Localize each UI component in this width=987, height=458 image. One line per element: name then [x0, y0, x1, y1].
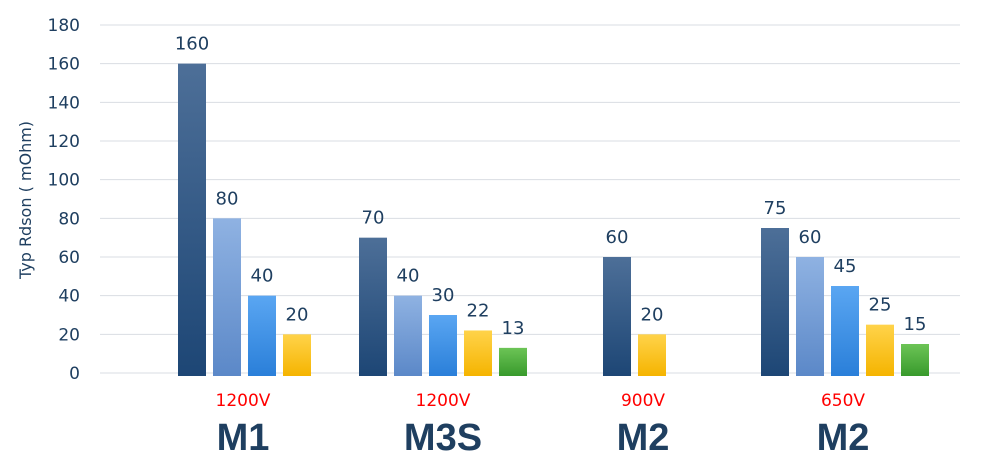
group-name-label: M2 [817, 417, 870, 458]
data-labels: 160 80 40 20 70 40 30 22 13 60 20 75 60 45 25 15 [175, 34, 927, 339]
data-label: 160 [175, 34, 209, 55]
y-tick-label: 60 [58, 248, 80, 268]
category-labels: 1200V M1 1200V M3S 900V M2 650V M2 [216, 391, 870, 458]
bar-m1-1200v-80 [213, 218, 241, 376]
data-label: 25 [869, 295, 892, 316]
y-tick-label: 180 [48, 16, 80, 36]
data-label: 40 [251, 266, 274, 287]
data-label: 70 [362, 208, 385, 229]
bar-m2-650v-75 [761, 228, 789, 376]
y-tick-label: 140 [48, 93, 80, 113]
bars [178, 63, 929, 377]
bar-m1-1200v-20 [283, 334, 311, 376]
gridlines [100, 24, 960, 374]
data-label: 30 [432, 285, 455, 306]
voltage-label: 650V [821, 391, 865, 411]
group-name-label: M2 [617, 417, 670, 458]
data-label: 60 [606, 227, 629, 248]
bar-m2-650v-60 [796, 257, 824, 376]
y-tick-label: 80 [58, 209, 80, 229]
bar-m1-1200v-40 [248, 295, 276, 376]
y-axis-ticks: 0 20 40 60 80 100 120 140 160 180 [48, 16, 80, 384]
data-label: 75 [764, 198, 787, 219]
data-label: 45 [834, 256, 857, 277]
y-tick-label: 160 [48, 55, 80, 75]
bar-m3s-1200v-70 [359, 237, 387, 376]
voltage-label: 900V [621, 391, 665, 411]
bar-m2-650v-15 [901, 344, 929, 376]
data-label: 13 [502, 318, 525, 339]
data-label: 22 [467, 300, 490, 321]
group-name-label: M1 [217, 417, 270, 458]
voltage-label: 1200V [216, 391, 271, 411]
bar-m2-900v-20 [638, 334, 666, 376]
data-label: 60 [799, 227, 822, 248]
bar-m2-650v-25 [866, 324, 894, 376]
bar-m2-650v-45 [831, 286, 859, 376]
bar-m3s-1200v-13 [499, 347, 527, 376]
bar-m3s-1200v-40 [394, 295, 422, 376]
y-tick-label: 40 [58, 287, 80, 307]
data-label: 15 [904, 314, 927, 335]
y-tick-label: 20 [58, 325, 80, 345]
data-label: 20 [641, 304, 664, 325]
bar-m3s-1200v-22 [464, 330, 492, 376]
data-label: 80 [216, 188, 239, 209]
voltage-label: 1200V [416, 391, 471, 411]
y-tick-label: 120 [48, 132, 80, 152]
y-tick-label: 100 [48, 171, 80, 191]
data-label: 40 [397, 266, 420, 287]
bar-m3s-1200v-30 [429, 315, 457, 376]
group-name-label: M3S [404, 417, 482, 458]
data-label: 20 [286, 304, 309, 325]
bar-m2-900v-60 [603, 257, 631, 376]
y-axis-label: Typ Rdson ( mOhm) [16, 121, 35, 280]
y-tick-label: 0 [69, 364, 80, 384]
bar-m1-1200v-160 [178, 63, 206, 377]
